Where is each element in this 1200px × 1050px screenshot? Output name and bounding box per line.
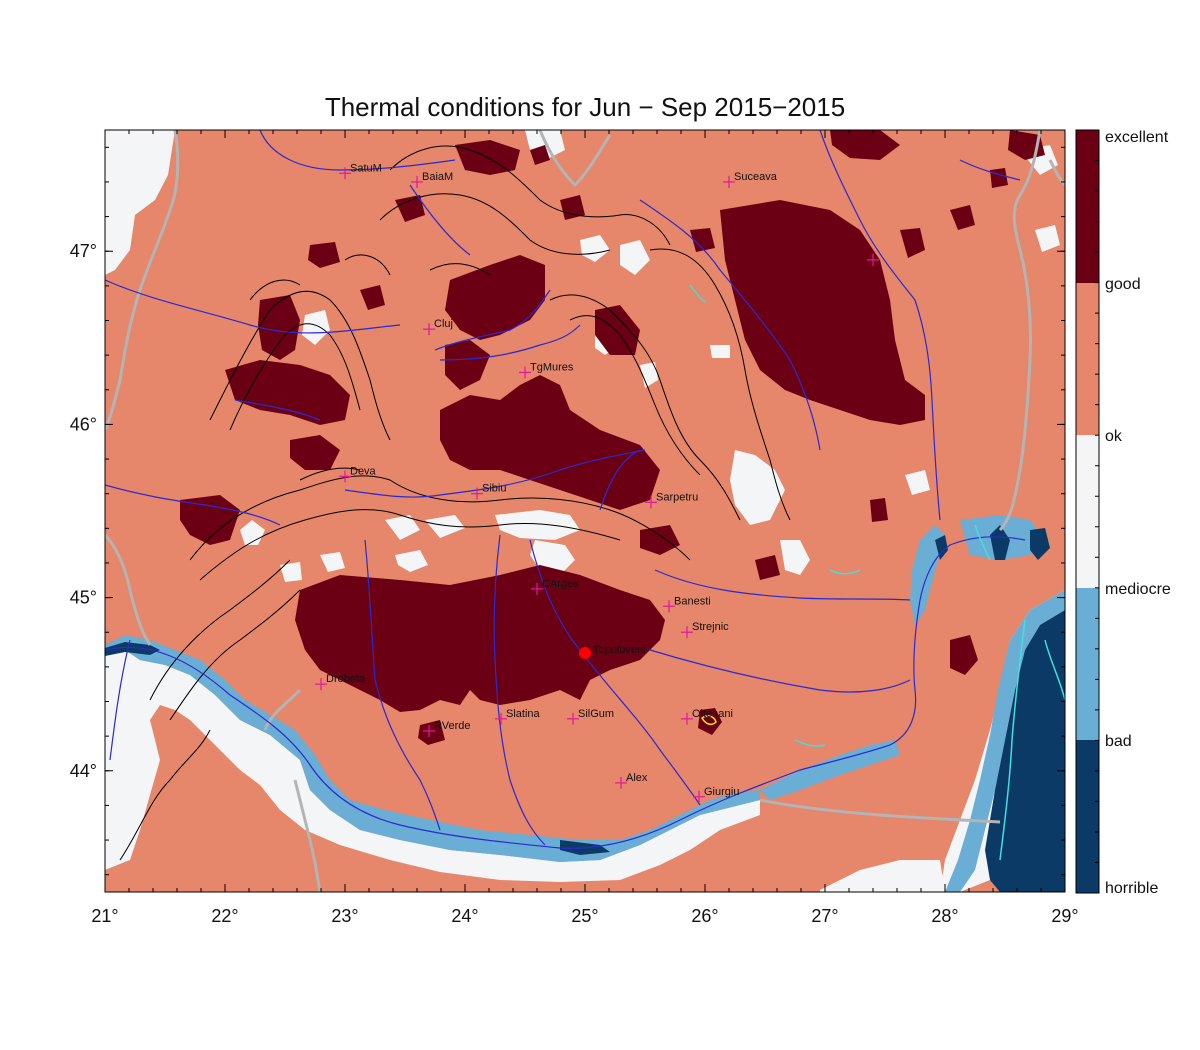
legend-label-horrible: horrible xyxy=(1105,880,1158,897)
legend-swatch-bad xyxy=(1076,588,1099,740)
city-marker xyxy=(723,175,735,188)
city-label: Sarpetru xyxy=(656,491,698,503)
legend-swatch-mediocre xyxy=(1076,435,1099,588)
city-marker xyxy=(339,167,351,180)
city-label: SilGum xyxy=(578,708,614,720)
city-marker xyxy=(681,712,693,725)
legend-ticks xyxy=(1095,129,1099,894)
highlight-city-marker: Topoloveni xyxy=(579,644,646,660)
city-label: Deva xyxy=(350,465,377,477)
legend-colorbar: excellent good ok mediocre bad horrible xyxy=(1075,129,1171,897)
longitude-axis: 21° 22° 23° 24° 25° 26° 27° 28° 29° xyxy=(91,130,1079,926)
y-tick-label: 47° xyxy=(70,241,97,261)
city-marker xyxy=(423,323,435,336)
city-marker xyxy=(567,712,579,725)
city-label: Giurgiu xyxy=(704,786,739,798)
lakes-coastline xyxy=(689,284,1065,861)
country-borders xyxy=(105,130,1065,892)
city-marker xyxy=(615,776,627,789)
legend-frame xyxy=(1075,129,1100,894)
y-tick-label: 44° xyxy=(70,761,97,781)
legend-label-bad: bad xyxy=(1105,733,1132,750)
city-label: Drobeta xyxy=(326,673,366,685)
legend-label-excellent: excellent xyxy=(1105,129,1169,146)
city-marker xyxy=(471,487,483,500)
map-title: Thermal conditions for Jun − Sep 2015−20… xyxy=(324,92,846,122)
yellow-speck xyxy=(701,715,717,726)
city-marker xyxy=(423,724,435,737)
city-label: BaiaM xyxy=(422,171,453,183)
city-label: TgMures xyxy=(530,361,574,373)
city-marker xyxy=(339,470,351,483)
bad-regions xyxy=(105,515,1065,892)
city-label: RVerde xyxy=(434,720,471,732)
city-marker xyxy=(519,366,531,379)
city-marker xyxy=(663,600,675,613)
city-label: Suceava xyxy=(734,171,778,183)
legend-label-good: good xyxy=(1105,276,1141,293)
city-label: Oltenani xyxy=(692,708,733,720)
legend-label-ok: ok xyxy=(1105,428,1123,445)
city-label: Strejnic xyxy=(692,621,729,633)
city-marker xyxy=(867,253,879,266)
x-tick-label: 21° xyxy=(91,906,118,926)
city-marker xyxy=(693,790,705,803)
y-tick-label: 46° xyxy=(70,414,97,434)
highlight-dot xyxy=(579,647,591,660)
city-marker xyxy=(495,712,507,725)
y-tick-label: 45° xyxy=(70,588,97,608)
city-marker xyxy=(531,582,543,595)
highlight-city-label: Topoloveni xyxy=(593,644,646,656)
rivers xyxy=(105,130,1026,849)
city-label: Sibiu xyxy=(482,483,506,495)
x-tick-label: 23° xyxy=(331,906,358,926)
city-marker xyxy=(315,678,327,691)
city-label: CArges xyxy=(542,578,579,590)
latitude-axis: 44° 45° 46° 47° xyxy=(70,146,1065,876)
x-tick-label: 27° xyxy=(811,906,838,926)
city-markers xyxy=(315,167,879,803)
city-label: SatuM xyxy=(350,162,382,174)
legend-label-mediocre: mediocre xyxy=(1105,581,1171,598)
x-tick-label: 22° xyxy=(211,906,238,926)
city-label: Banesti xyxy=(674,595,711,607)
city-marker xyxy=(411,175,423,188)
map-plot-area: SatuM BaiaM Suceava Cluj TgMures Deva Sibiu Sar… xyxy=(105,130,1065,892)
city-label: Alex xyxy=(626,772,648,784)
city-marker xyxy=(645,496,657,509)
terrain-contours xyxy=(119,145,791,861)
city-label: Slatina xyxy=(506,708,541,720)
x-tick-label: 28° xyxy=(931,906,958,926)
x-tick-label: 26° xyxy=(691,906,718,926)
city-marker xyxy=(681,626,693,639)
city-labels: SatuM BaiaM Suceava Cluj TgMures Deva Sibiu Sar… xyxy=(326,162,778,797)
legend-swatch-ok xyxy=(1076,283,1099,435)
good-regions xyxy=(180,130,1045,745)
x-tick-label: 25° xyxy=(571,906,598,926)
city-label: Cluj xyxy=(434,318,453,330)
x-tick-label: 24° xyxy=(451,906,478,926)
legend-swatch-good xyxy=(1076,130,1099,283)
legend-swatch-horrible xyxy=(1076,740,1099,893)
x-tick-label: 29° xyxy=(1051,906,1078,926)
